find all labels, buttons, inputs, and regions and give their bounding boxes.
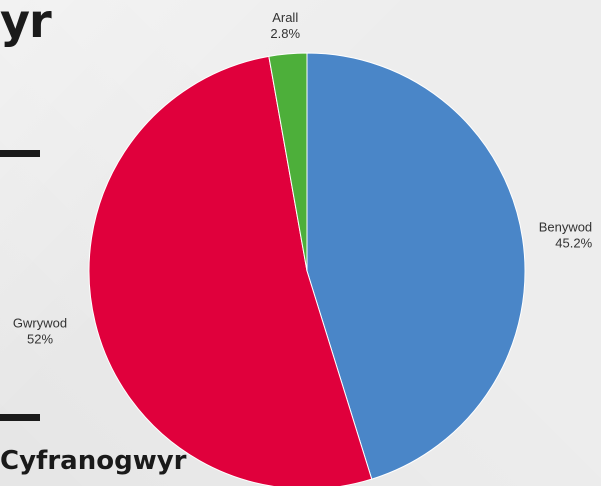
divider-dash [0,414,40,421]
pie-label-value: 2.8% [270,26,300,41]
pie-label-name: Benywod [539,220,592,235]
page-heading-fragment: yr [0,0,52,48]
pie-label-name: Arall [272,10,298,25]
pie-slices [88,52,526,486]
pie-label-value: 52% [27,332,53,347]
pie-label-value: 45.2% [555,236,592,251]
pie-slice-benywod [306,52,526,480]
pie-slice-arall [268,52,308,272]
section-heading-fragment: Cyfranogwyr [0,446,187,476]
divider-dash [0,150,40,157]
pie-label-name: Gwrywod [13,316,67,331]
